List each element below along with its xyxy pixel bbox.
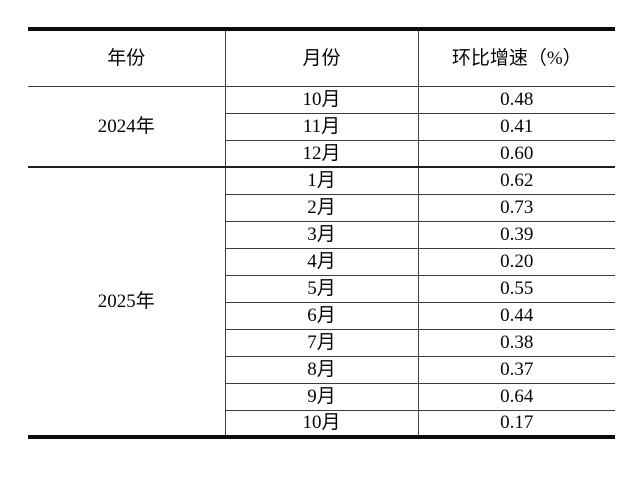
table-row: 8月 0.37 xyxy=(28,356,615,384)
mom-growth-table: 年份 月份 环比增速（%） 2024年 10月 0.48 11月 0.41 12… xyxy=(28,27,615,439)
year-cell-2024: 2024年 xyxy=(28,86,225,168)
month-cell: 11月 xyxy=(224,113,418,141)
month-cell: 10月 xyxy=(224,86,418,114)
year-cell-2025: 2025年 xyxy=(97,291,155,312)
value-cell: 0.73 xyxy=(417,194,615,222)
value-cell: 0.48 xyxy=(417,86,615,114)
value-cell: 0.20 xyxy=(417,248,615,276)
month-cell: 8月 xyxy=(224,356,418,384)
column-header-year: 年份 xyxy=(28,29,225,87)
table-row: 9月 0.64 xyxy=(28,383,615,411)
column-header-growth: 环比增速（%） xyxy=(417,29,615,87)
value-cell: 0.44 xyxy=(417,302,615,330)
month-cell: 7月 xyxy=(224,329,418,357)
table-row: 2025年 1月 0.62 xyxy=(28,167,615,311)
header-row: 年份 月份 环比增速（%） xyxy=(28,29,615,87)
value-cell: 0.55 xyxy=(417,275,615,303)
table-row: 11月 0.41 xyxy=(28,113,615,141)
month-cell: 12月 xyxy=(224,140,418,168)
column-header-month: 月份 xyxy=(224,29,418,87)
value-cell: 0.41 xyxy=(417,113,615,141)
table-row: 12月 0.60 xyxy=(28,140,615,168)
value-cell: 0.17 xyxy=(417,410,615,437)
table-row: 4月 0.20 xyxy=(28,248,615,276)
month-cell: 2月 xyxy=(224,194,418,222)
month-cell: 4月 xyxy=(224,248,418,276)
table-row: 7月 0.38 xyxy=(28,329,615,357)
month-cell: 6月 xyxy=(224,302,418,330)
month-cell: 3月 xyxy=(224,221,418,249)
value-cell: 0.64 xyxy=(417,383,615,411)
month-cell: 9月 xyxy=(224,383,418,411)
value-cell: 0.39 xyxy=(417,221,615,249)
value-cell: 0.37 xyxy=(417,356,615,384)
table-row: 10月 0.17 xyxy=(28,410,615,437)
value-cell: 0.62 xyxy=(417,167,615,195)
month-cell: 5月 xyxy=(224,275,418,303)
month-cell: 1月 xyxy=(224,167,418,195)
value-cell: 0.38 xyxy=(417,329,615,357)
table-row: 2024年 10月 0.48 xyxy=(28,86,615,168)
month-cell: 10月 xyxy=(224,410,418,437)
table-row: 2月 0.73 xyxy=(28,194,615,222)
table-row: 3月 0.39 xyxy=(28,221,615,249)
table-row: 5月 0.55 xyxy=(28,275,615,303)
table-row: 6月 0.44 xyxy=(28,302,615,330)
value-cell: 0.60 xyxy=(417,140,615,168)
